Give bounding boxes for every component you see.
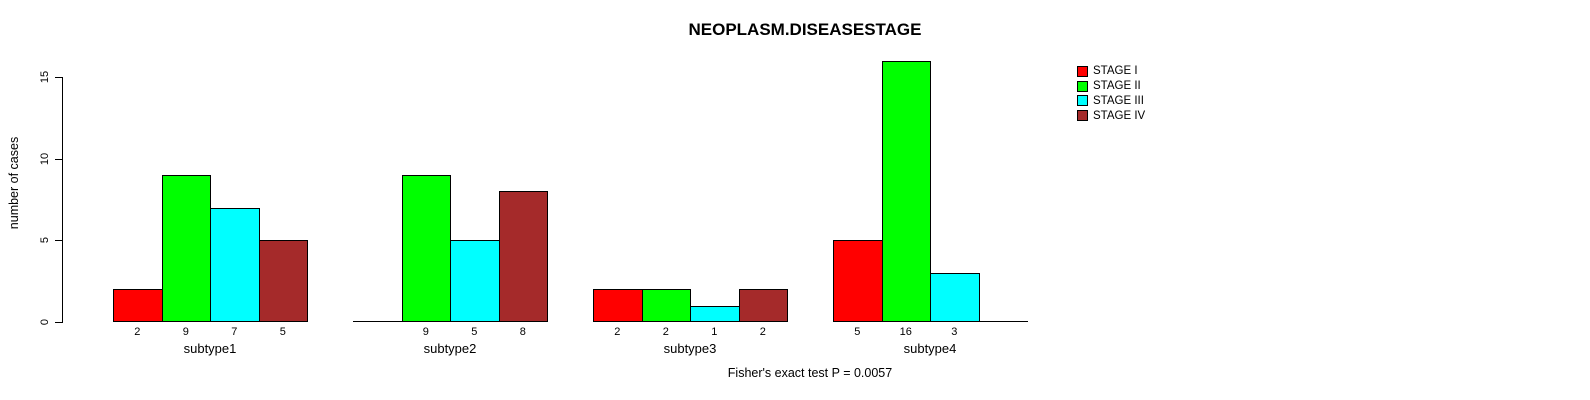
legend-swatch-icon bbox=[1077, 95, 1088, 107]
bar-value-label: 5 bbox=[854, 326, 861, 338]
y-tick-label: 10 bbox=[39, 152, 51, 165]
y-axis-tick bbox=[55, 322, 62, 323]
legend-label: STAGE I bbox=[1093, 65, 1138, 78]
bar-subtype4-stage-i bbox=[833, 240, 883, 322]
chart-title: NEOPLASM.DISEASESTAGE bbox=[688, 20, 922, 39]
zero-bar-subtype4-stage-iv bbox=[978, 321, 1028, 322]
bar-subtype3-stage-ii bbox=[641, 289, 691, 322]
legend-swatch-icon bbox=[1077, 65, 1088, 77]
legend-swatch-icon bbox=[1077, 80, 1088, 92]
bar-subtype1-stage-i bbox=[113, 289, 163, 322]
bar-value-label: 8 bbox=[519, 326, 526, 338]
legend-swatch-icon bbox=[1077, 110, 1088, 122]
y-axis-tick bbox=[55, 77, 62, 78]
bar-subtype3-stage-iii bbox=[690, 305, 740, 322]
category-label-subtype4: subtype4 bbox=[903, 341, 957, 356]
legend-item: STAGE III bbox=[1077, 94, 1145, 109]
bar-value-label: 2 bbox=[614, 326, 621, 338]
bar-value-label: 2 bbox=[662, 326, 669, 338]
y-tick-label: 0 bbox=[39, 318, 51, 326]
bar-value-label: 5 bbox=[279, 326, 286, 338]
bar-value-label: 1 bbox=[711, 326, 718, 338]
category-label-subtype1: subtype1 bbox=[183, 341, 237, 356]
bar-subtype3-stage-iv bbox=[738, 289, 788, 322]
y-axis-tick bbox=[55, 158, 62, 160]
bar-subtype4-stage-iii bbox=[930, 273, 980, 322]
bar-value-label: 2 bbox=[134, 326, 141, 338]
bar-value-label: 9 bbox=[422, 326, 429, 338]
bar-subtype2-stage-iii bbox=[450, 240, 500, 322]
fisher-test-annotation: Fisher's exact test P = 0.0057 bbox=[727, 366, 893, 380]
bar-value-label: 2 bbox=[759, 326, 766, 338]
legend-label: STAGE IV bbox=[1093, 109, 1146, 122]
bar-subtype2-stage-iv bbox=[498, 191, 548, 322]
category-label-subtype2: subtype2 bbox=[423, 341, 477, 356]
zero-bar-subtype2-stage-i bbox=[353, 321, 403, 322]
bar-subtype1-stage-iv bbox=[258, 240, 308, 322]
bar-subtype3-stage-i bbox=[593, 289, 643, 322]
legend-label: STAGE II bbox=[1093, 80, 1141, 93]
category-label-subtype3: subtype3 bbox=[663, 341, 717, 356]
y-axis-tick bbox=[55, 240, 62, 242]
legend-item: STAGE II bbox=[1077, 79, 1145, 94]
bar-value-label: 3 bbox=[951, 326, 958, 338]
y-tick-label: 5 bbox=[39, 237, 51, 244]
legend: STAGE I STAGE II STAGE III STAGE IV bbox=[1077, 64, 1145, 123]
legend-item: STAGE I bbox=[1077, 64, 1145, 79]
bar-value-label: 7 bbox=[231, 326, 238, 338]
legend-item: STAGE IV bbox=[1077, 108, 1145, 123]
bar-value-label: 16 bbox=[899, 326, 912, 338]
legend-label: STAGE III bbox=[1093, 94, 1144, 107]
y-axis-line bbox=[62, 77, 63, 323]
bar-value-label: 9 bbox=[182, 326, 189, 338]
bar-subtype2-stage-ii bbox=[401, 175, 451, 322]
y-tick-label: 15 bbox=[39, 70, 51, 84]
bar-value-label: 5 bbox=[471, 326, 478, 338]
bar-subtype1-stage-iii bbox=[210, 207, 260, 322]
bar-subtype1-stage-ii bbox=[161, 175, 211, 322]
bar-subtype4-stage-ii bbox=[881, 60, 931, 322]
